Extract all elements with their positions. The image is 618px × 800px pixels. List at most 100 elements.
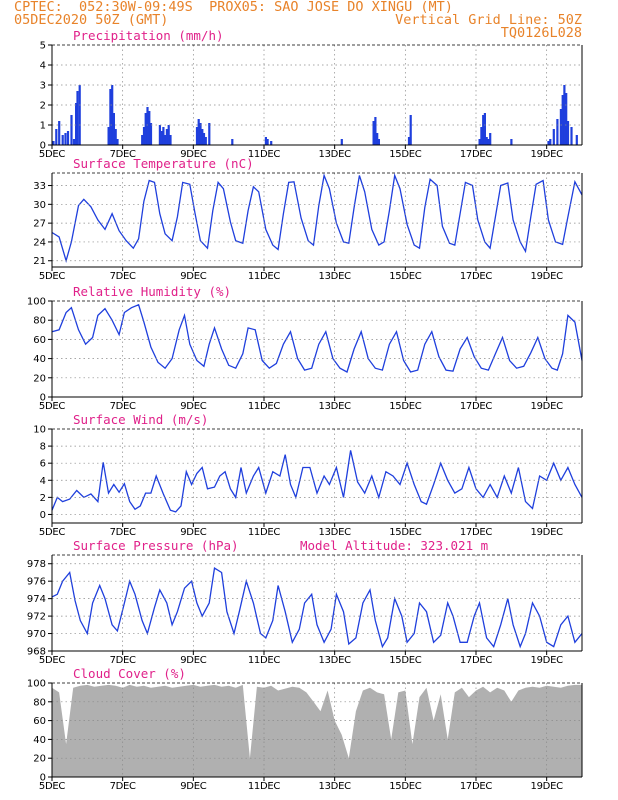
y-tick-label: 10 [33, 425, 46, 436]
x-tick-label: 17DEC [460, 401, 493, 412]
panel-subtitle: Model Altitude: 323.021 m [300, 538, 488, 553]
precip-bar [107, 127, 110, 145]
precip-bar [78, 85, 81, 145]
x-tick-label: 13DEC [319, 781, 352, 792]
x-tick-label: 9DEC [180, 527, 206, 538]
rh-series-line [51, 303, 583, 373]
panel-title: Surface Pressure (hPa) [73, 538, 239, 553]
x-tick-label: 15DEC [389, 655, 422, 666]
precip-bar [478, 139, 481, 145]
precip-bar [483, 113, 486, 145]
x-tick-label: 5DEC [39, 271, 65, 282]
precip-bar [570, 127, 573, 145]
precip-bar [563, 85, 566, 145]
x-tick-label: 17DEC [460, 527, 493, 538]
precip-bar [167, 125, 170, 145]
precip-bar [480, 127, 483, 145]
y-tick-label: 972 [27, 612, 46, 623]
cloud-area [52, 684, 582, 777]
y-tick-label: 3 [40, 81, 46, 92]
y-tick-label: 0 [40, 510, 46, 521]
precip-bar [264, 137, 267, 145]
precip-bar [142, 127, 146, 145]
precip-bar [561, 95, 564, 145]
precip-bar [204, 137, 207, 145]
x-tick-label: 11DEC [248, 781, 281, 792]
x-tick-label: 5DEC [39, 781, 65, 792]
y-tick-label: 2 [40, 493, 46, 504]
pres-series-line [51, 567, 583, 649]
precip-bar [485, 137, 488, 145]
precip-bar [75, 103, 78, 145]
x-tick-label: 15DEC [389, 781, 422, 792]
y-tick-label: 30 [33, 200, 46, 211]
y-tick-label: 80 [33, 316, 46, 327]
x-tick-label: 9DEC [180, 781, 206, 792]
precip-bar [266, 139, 269, 145]
precip-bar [231, 139, 234, 145]
x-tick-label: 9DEC [180, 401, 206, 412]
y-tick-label: 0 [40, 773, 46, 784]
precip-bar [162, 127, 165, 145]
x-tick-label: 11DEC [248, 271, 281, 282]
precip-bar [482, 115, 485, 145]
precip-bar [169, 135, 172, 145]
y-tick-label: 976 [27, 577, 46, 588]
precip-bar [149, 123, 153, 145]
x-tick-label: 5DEC [39, 401, 65, 412]
y-tick-label: 6 [40, 459, 46, 470]
precip-bar [141, 135, 144, 145]
x-tick-label: 11DEC [248, 401, 281, 412]
precip-bar [199, 123, 202, 145]
y-tick-label: 970 [27, 629, 46, 640]
x-tick-label: 9DEC [180, 271, 206, 282]
precip-bar [160, 131, 163, 145]
y-tick-label: 100 [27, 679, 46, 690]
x-tick-label: 7DEC [110, 655, 136, 666]
panel-pres: 968 970 972 974 976 978 5DEC 7DEC 9DEC 11DEC 13DEC… [27, 538, 583, 666]
x-tick-label: 15DEC [389, 149, 422, 160]
y-tick-label: 968 [27, 647, 46, 658]
y-tick-label: 2 [40, 101, 46, 112]
y-tick-label: 21 [33, 256, 46, 267]
precip-bar [72, 139, 76, 145]
x-tick-label: 15DEC [389, 527, 422, 538]
x-tick-label: 15DEC [389, 401, 422, 412]
precip-bar [510, 139, 513, 145]
x-tick-label: 13DEC [319, 655, 352, 666]
x-tick-label: 17DEC [460, 781, 493, 792]
panel-title: Precipitation (mm/h) [73, 28, 224, 43]
x-tick-label: 11DEC [248, 149, 281, 160]
precip-bar [374, 117, 377, 145]
precip-bar [565, 93, 568, 145]
y-tick-label: 978 [27, 559, 46, 570]
x-tick-label: 19DEC [531, 655, 564, 666]
y-tick-label: 33 [33, 181, 46, 192]
y-tick-label: 20 [33, 373, 46, 384]
x-tick-label: 17DEC [460, 271, 493, 282]
x-tick-label: 11DEC [248, 527, 281, 538]
precip-bar [164, 135, 167, 145]
panel-title: Cloud Cover (%) [73, 666, 186, 681]
x-tick-label: 15DEC [389, 271, 422, 282]
precip-bar [58, 121, 61, 145]
panel-wind: 0 2 4 6 8 10 5DEC 7DEC 9DEC 11DEC 13DEC 15DEC 17DEC 1… [33, 412, 583, 538]
panel-rh: 0 20 40 60 80 100 5DEC 7DEC 9DEC 11DEC 13DEC 15DEC 1… [27, 284, 583, 412]
y-tick-label: 0 [40, 141, 46, 152]
precip-bar [146, 107, 149, 145]
x-tick-label: 7DEC [110, 271, 136, 282]
precip-bar [158, 125, 161, 145]
y-tick-label: 80 [33, 697, 46, 708]
x-tick-label: 11DEC [248, 655, 281, 666]
header-date-line: 05DEC2020 50Z (GMT) [14, 12, 169, 28]
x-tick-label: 13DEC [319, 149, 352, 160]
precip-bar [377, 139, 380, 145]
precip-bar [165, 129, 168, 145]
x-tick-label: 19DEC [531, 527, 564, 538]
y-tick-label: 60 [33, 335, 46, 346]
y-tick-label: 24 [33, 237, 46, 248]
x-tick-label: 7DEC [110, 149, 136, 160]
panel-title: Relative Humidity (%) [73, 284, 231, 299]
precip-bar [376, 133, 379, 145]
